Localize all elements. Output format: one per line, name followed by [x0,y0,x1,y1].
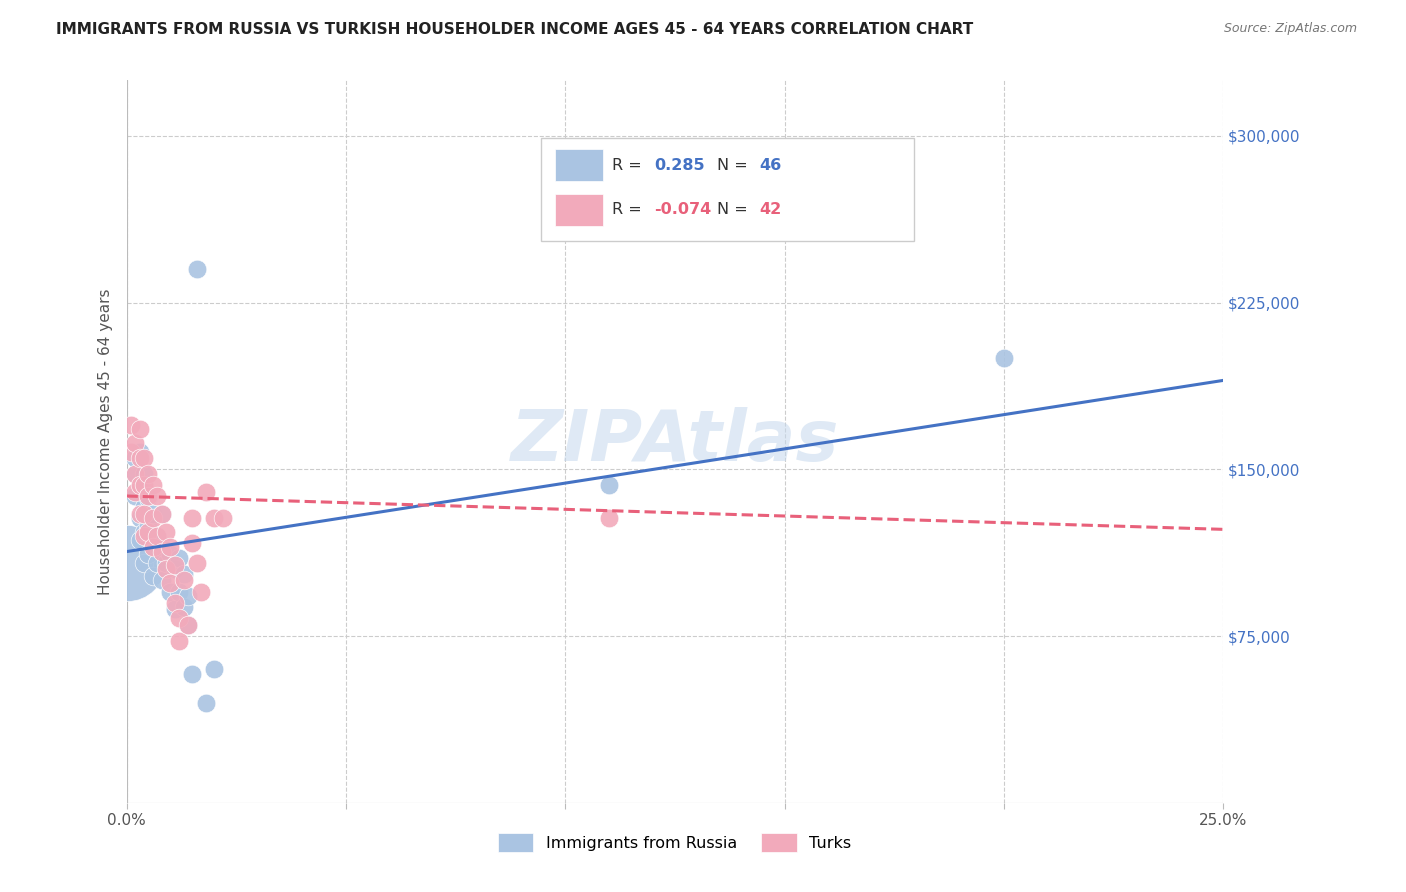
Point [173,600,195,615]
Point [633,207,655,221]
Point [142,569,165,583]
Point [115,556,138,570]
Point [598,478,620,492]
Point [128,444,150,458]
Text: IMMIGRANTS FROM RUSSIA VS TURKISH HOUSEHOLDER INCOME AGES 45 - 64 YEARS CORRELAT: IMMIGRANTS FROM RUSSIA VS TURKISH HOUSEH… [56,22,973,37]
Point [159,575,181,590]
Point [159,547,181,561]
Point [598,511,620,525]
Point [146,529,169,543]
Legend: Immigrants from Russia, Turks: Immigrants from Russia, Turks [491,825,859,860]
Point [124,467,146,481]
Text: N =: N = [717,202,754,217]
Point [194,484,217,499]
Point [159,584,181,599]
Point [993,351,1015,366]
Point [167,551,190,566]
Point [155,524,177,539]
Point [163,596,186,610]
Point [212,511,235,525]
Point [163,562,186,576]
Point [177,618,200,632]
Point [132,556,155,570]
Point [124,451,146,466]
Point [167,584,190,599]
Point [181,535,204,549]
Point [186,262,208,277]
Point [128,451,150,466]
Point [173,566,195,581]
Point [138,547,160,561]
Point [159,540,181,554]
Point [132,529,155,543]
Point [120,444,142,458]
Point [138,467,160,481]
Point [128,478,150,492]
Point [124,484,146,499]
Point [128,507,150,521]
Point [128,422,150,436]
Point [132,524,155,539]
Point [181,511,204,525]
Text: 46: 46 [759,158,782,172]
Point [132,451,155,466]
Point [124,489,146,503]
Point [177,589,200,603]
Point [142,533,165,548]
Point [132,507,155,521]
Point [150,540,173,554]
Point [138,524,160,539]
Point [606,207,628,221]
Point [138,491,160,506]
Point [146,556,169,570]
Point [190,584,212,599]
Point [146,529,169,543]
Point [163,558,186,572]
Point [146,489,169,503]
Point [142,507,165,521]
Point [163,602,186,616]
Point [150,507,173,521]
Text: ZIPAtlas: ZIPAtlas [510,407,839,476]
Text: -0.074: -0.074 [654,202,711,217]
Text: R =: R = [612,158,647,172]
Point [124,435,146,450]
Text: R =: R = [612,202,647,217]
Point [138,517,160,532]
Point [155,562,177,576]
Point [142,478,165,492]
Point [202,511,225,525]
Point [138,489,160,503]
Point [132,467,155,481]
Text: 0.285: 0.285 [654,158,704,172]
Text: Source: ZipAtlas.com: Source: ZipAtlas.com [1223,22,1357,36]
Y-axis label: Householder Income Ages 45 - 64 years: Householder Income Ages 45 - 64 years [97,288,112,595]
Point [150,507,173,521]
Point [150,544,173,558]
Point [177,618,200,632]
Point [142,511,165,525]
Point [128,533,150,548]
Point [155,556,177,570]
Point [194,696,217,710]
Point [124,467,146,481]
Point [132,500,155,515]
Point [181,666,204,681]
Point [173,574,195,588]
Point [128,478,150,492]
Point [128,511,150,525]
Text: 42: 42 [759,202,782,217]
Point [132,478,155,492]
Text: N =: N = [717,158,754,172]
Point [186,556,208,570]
Point [202,662,225,676]
Point [167,611,190,625]
Point [167,633,190,648]
Point [120,417,142,432]
Point [142,540,165,554]
Point [150,574,173,588]
Point [659,207,682,221]
